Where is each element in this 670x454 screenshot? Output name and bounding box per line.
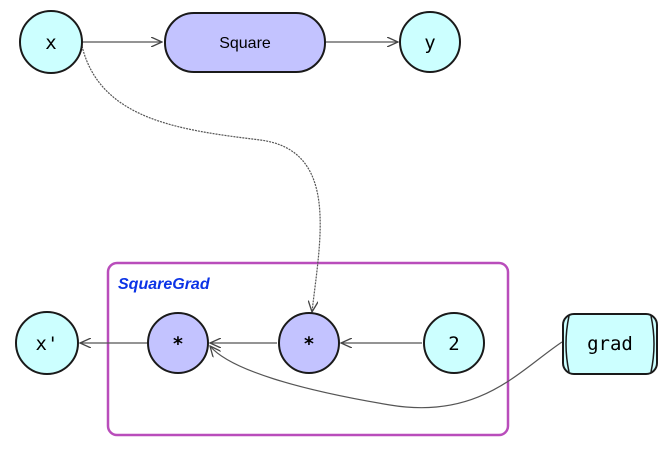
- group-label: SquareGrad: [118, 276, 211, 293]
- node-square-label: Square: [219, 35, 271, 52]
- node-two[interactable]: 2: [423, 312, 485, 374]
- node-square[interactable]: Square: [164, 12, 326, 73]
- edges: [80, 42, 563, 409]
- node-y-label: y: [424, 32, 435, 54]
- node-mul-right-label: *: [303, 333, 314, 355]
- node-x-label: x: [45, 32, 56, 54]
- node-x-prime[interactable]: x': [15, 311, 79, 375]
- node-mul-left[interactable]: *: [147, 312, 209, 374]
- edge-x-to-mul-right: [81, 45, 321, 312]
- node-grad[interactable]: grad: [562, 313, 658, 375]
- node-x-prime-label: x': [36, 333, 59, 355]
- node-grad-label: grad: [587, 333, 633, 355]
- node-y[interactable]: y: [399, 11, 461, 73]
- edge-grad-to-mul-left: [210, 341, 563, 409]
- squaregrad-group: SquareGrad: [106, 261, 510, 437]
- node-mul-right[interactable]: *: [278, 312, 340, 374]
- node-two-label: 2: [448, 333, 459, 355]
- node-x[interactable]: x: [19, 10, 83, 74]
- node-mul-left-label: *: [172, 333, 183, 355]
